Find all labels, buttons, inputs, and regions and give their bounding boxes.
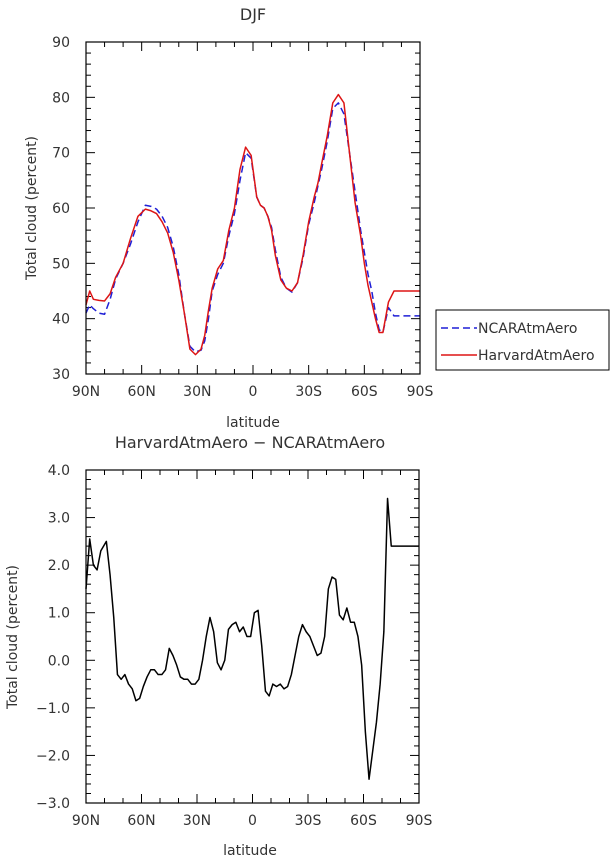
x-tick-label: 30N	[183, 813, 211, 829]
x-tick-label: 90N	[72, 813, 100, 829]
chart-2-series	[85, 497, 419, 780]
x-tick-label: 60S	[350, 813, 377, 829]
chart-djf: DJF 90N 60N 30N 0 30S 60S 90S 30 40 50 60 70 80 90 la…	[24, 5, 610, 431]
x-tick-label: 0	[249, 384, 258, 400]
x-tick-label: 90S	[407, 384, 434, 400]
legend-box	[435, 309, 610, 371]
legend-label-harvard: HarvardAtmAero	[478, 348, 595, 364]
y-tick-label: 50	[52, 256, 70, 272]
series-line-difference	[85, 497, 419, 780]
y-tick-label: 4.0	[48, 463, 70, 479]
x-tick-label: 60N	[127, 813, 155, 829]
y-tick-label: −3.0	[36, 796, 70, 812]
chart-1-xlabel: latitude	[226, 415, 280, 431]
chart-2-tick-labels: 90N 60N 30N 0 30S 60S 90S −3.0 −2.0 −1.0 0.0 1.0 2.0…	[36, 463, 432, 829]
chart-1-series	[85, 93, 420, 356]
chart-1-legend: NCARAtmAero HarvardAtmAero	[435, 309, 610, 371]
x-tick-label: 60S	[351, 384, 378, 400]
chart-difference: HarvardAtmAero − NCARAtmAero 90N 60N 30N 0 3…	[5, 433, 432, 859]
chart-2-gridticks	[85, 469, 420, 804]
y-tick-label: −2.0	[36, 748, 70, 764]
chart-2-frame	[85, 469, 420, 804]
y-tick-label: −1.0	[36, 701, 70, 717]
chart-1-ylabel: Total cloud (percent)	[24, 136, 40, 281]
y-tick-label: 80	[52, 90, 70, 106]
x-tick-label: 30N	[183, 384, 211, 400]
chart-1-title: DJF	[240, 5, 266, 24]
y-tick-label: 1.0	[48, 606, 70, 622]
x-tick-label: 30S	[295, 813, 322, 829]
y-tick-label: 0.0	[48, 653, 70, 669]
chart-1-frame	[85, 41, 421, 375]
x-tick-label: 90N	[72, 384, 100, 400]
chart-2-title: HarvardAtmAero − NCARAtmAero	[115, 433, 385, 452]
chart-2-ylabel: Total cloud (percent)	[5, 565, 21, 710]
legend-label-ncar: NCARAtmAero	[478, 321, 577, 337]
x-tick-label: 30S	[295, 384, 322, 400]
x-tick-label: 90S	[406, 813, 433, 829]
y-tick-label: 2.0	[48, 558, 70, 574]
chart-2-xlabel: latitude	[223, 843, 277, 859]
series-line-ncaratmaero	[85, 102, 420, 353]
y-tick-label: 60	[52, 201, 70, 217]
y-tick-label: 90	[52, 35, 70, 51]
series-line-harvardatmaero	[85, 93, 420, 356]
y-tick-label: 30	[52, 367, 70, 383]
y-tick-label: 70	[52, 146, 70, 162]
y-tick-label: 40	[52, 312, 70, 328]
y-tick-label: 3.0	[48, 511, 70, 527]
x-tick-label: 0	[248, 813, 257, 829]
chart-1-tick-labels: 90N 60N 30N 0 30S 60S 90S 30 40 50 60 70 80 90	[52, 35, 433, 400]
x-tick-label: 60N	[128, 384, 156, 400]
chart-1-gridticks	[85, 41, 421, 375]
